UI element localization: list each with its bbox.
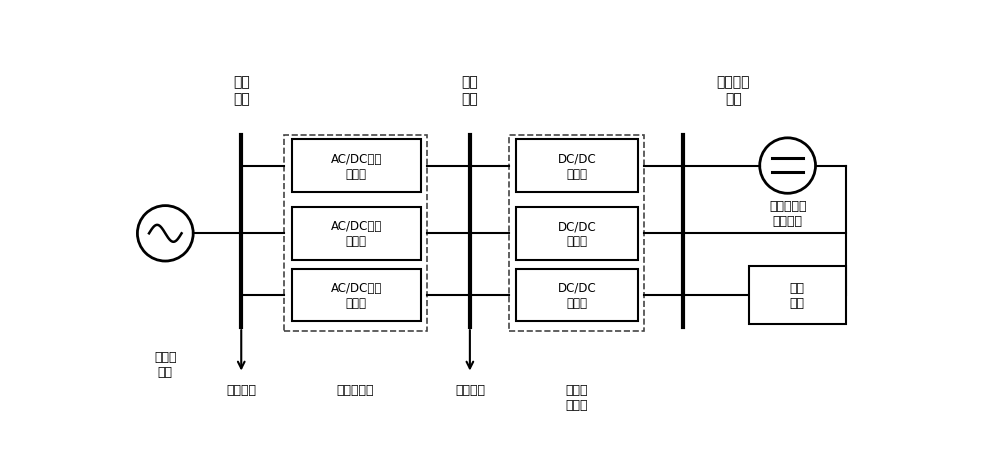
Bar	[509, 136, 644, 332]
Text: AC/DC双向
换流器: AC/DC双向 换流器	[331, 152, 382, 180]
Text: 储能
系统: 储能 系统	[790, 282, 805, 309]
Text: 交流负荷: 交流负荷	[226, 383, 256, 396]
Text: AC/DC双向
换流器: AC/DC双向 换流器	[331, 282, 382, 309]
Text: 交流
母线: 交流 母线	[233, 75, 250, 106]
Bar	[749, 267, 846, 324]
Text: 直流负荷: 直流负荷	[455, 383, 485, 396]
Text: DC/DC
变流器: DC/DC 变流器	[558, 152, 597, 180]
Bar	[516, 208, 638, 260]
Bar	[292, 208, 421, 260]
Text: AC/DC双向
换流器: AC/DC双向 换流器	[331, 220, 382, 248]
Text: 交直流断面: 交直流断面	[337, 383, 374, 396]
Bar	[284, 136, 427, 332]
Text: 传统配
电网: 传统配 电网	[154, 350, 177, 379]
Text: 直流电源
母线: 直流电源 母线	[717, 75, 750, 106]
Text: 直流斩
波电路: 直流斩 波电路	[565, 383, 588, 411]
Bar	[516, 269, 638, 321]
Text: 光伏发电等
直流电源: 光伏发电等 直流电源	[769, 200, 806, 228]
Bar	[516, 140, 638, 192]
Text: DC/DC
变流器: DC/DC 变流器	[558, 220, 597, 248]
Text: 直流
母线: 直流 母线	[462, 75, 478, 106]
Bar	[292, 140, 421, 192]
Text: DC/DC
变流器: DC/DC 变流器	[558, 282, 597, 309]
Bar	[292, 269, 421, 321]
